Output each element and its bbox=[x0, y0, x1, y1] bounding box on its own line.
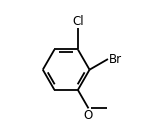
Text: O: O bbox=[84, 109, 93, 122]
Text: Br: Br bbox=[109, 53, 122, 66]
Text: Cl: Cl bbox=[72, 15, 84, 28]
